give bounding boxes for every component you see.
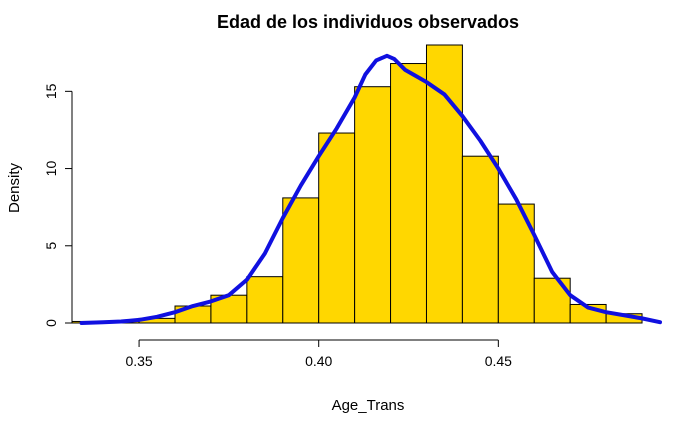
histogram-bars: [71, 44, 643, 324]
histogram-bar: [354, 86, 392, 324]
y-tick-label: 0: [43, 319, 59, 327]
histogram-bar: [318, 132, 356, 324]
chart-title: Edad de los individuos observados: [217, 12, 519, 32]
histogram-bar: [282, 197, 320, 324]
x-tick-label: 0.45: [485, 353, 512, 369]
density-curve: [79, 53, 662, 325]
y-axis-ticks: 0 5 10 15: [43, 83, 72, 327]
y-tick-label: 15: [43, 83, 59, 99]
x-axis-ticks: 0.35 0.40 0.45: [125, 340, 512, 369]
histogram-bar: [246, 276, 284, 324]
histogram-bar: [390, 63, 427, 324]
histogram-bar: [210, 294, 248, 324]
histogram-bar: [461, 155, 499, 324]
histogram-bar: [533, 277, 571, 324]
x-axis-label: Age_Trans: [332, 397, 405, 414]
y-tick-label: 5: [43, 242, 59, 250]
histogram-bar: [425, 44, 463, 324]
x-tick-label: 0.35: [125, 353, 152, 369]
x-tick-label: 0.40: [305, 353, 332, 369]
y-axis-label: Density: [6, 162, 23, 213]
y-tick-label: 10: [43, 161, 59, 177]
